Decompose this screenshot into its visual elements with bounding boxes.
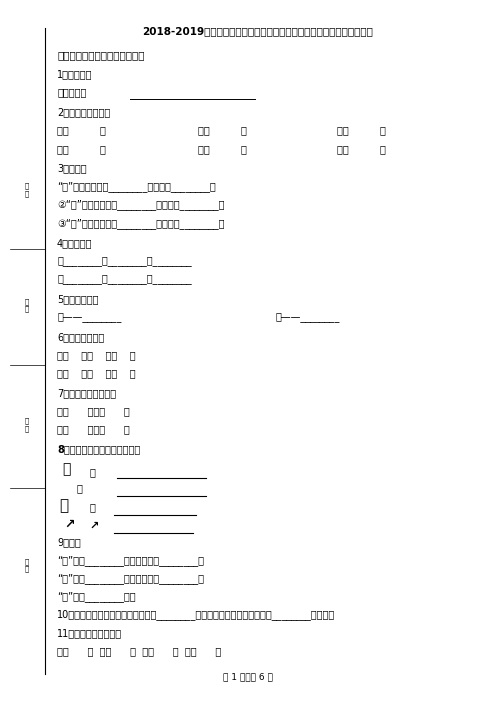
Text: “田”字共________画，第二画是________。: “田”字共________画，第二画是________。 — [57, 573, 204, 584]
Text: 上——________: 上——________ — [57, 312, 122, 322]
Text: ↗: ↗ — [64, 518, 75, 531]
Text: 人（          ）: 人（ ） — [57, 126, 106, 135]
Text: 一、想一想，填一填（填空题）: 一、想一想，填一填（填空题） — [57, 50, 144, 60]
Text: 外——________: 外——________ — [275, 312, 340, 322]
Text: 🦅: 🦅 — [62, 463, 70, 477]
Text: ③“会”字的第二画是________，组词是________。: ③“会”字的第二画是________，组词是________。 — [57, 218, 225, 229]
Text: 家（    ）（    ）（    ）: 家（ ）（ ）（ ） — [57, 369, 136, 378]
Text: 8．看一看，读一读，写一写。: 8．看一看，读一读，写一写。 — [57, 444, 140, 454]
Text: 田（          ）: 田（ ） — [198, 144, 248, 154]
Text: 题
号: 题 号 — [24, 418, 28, 432]
Text: 画（      ）  雪（      ）  生（      ）  干（      ）: 画（ ） 雪（ ） 生（ ） 干（ ） — [57, 647, 221, 656]
Text: 田下有心。: 田下有心。 — [57, 88, 86, 98]
Text: 分
数: 分 数 — [24, 183, 28, 197]
Text: 2018-2019年重庆市永川区永红学校一年级上册语文模拟期末测试无答案: 2018-2019年重庆市永川区永红学校一年级上册语文模拟期末测试无答案 — [142, 27, 373, 37]
Text: 姓
名: 姓 名 — [24, 298, 28, 312]
Text: 和________又________的________: 和________又________的________ — [57, 274, 191, 284]
Text: 第 1 页，共 6 页: 第 1 页，共 6 页 — [223, 673, 273, 681]
Text: 口（          ）: 口（ ） — [198, 126, 248, 135]
Text: 4．辨字组词: 4．辨字组词 — [57, 238, 93, 248]
Text: 禾________又________白________: 禾________又________白________ — [57, 256, 191, 266]
Text: “禾”字共________画。: “禾”字共________画。 — [57, 591, 136, 602]
Text: 太（      ）天（      ）: 太（ ）天（ ） — [57, 406, 130, 416]
Text: 🦋: 🦋 — [89, 467, 95, 477]
Text: 田（      ）禾（      ）: 田（ ）禾（ ） — [57, 425, 130, 435]
Text: 天（          ）: 天（ ） — [57, 144, 106, 154]
Text: 7．减一笔，成新字。: 7．减一笔，成新字。 — [57, 388, 116, 398]
Text: 重（    ）（    ）（    ）: 重（ ）（ ）（ ） — [57, 350, 136, 360]
Text: 目（          ）: 目（ ） — [337, 144, 386, 154]
Text: 🐛: 🐛 — [77, 484, 83, 494]
Text: ②“五”字的第一画是________，组词是________。: ②“五”字的第一画是________，组词是________。 — [57, 199, 225, 211]
Text: 3．填空。: 3．填空。 — [57, 164, 87, 173]
Text: 日（          ）: 日（ ） — [337, 126, 386, 135]
Text: 11．给下列生字组词。: 11．给下列生字组词。 — [57, 628, 122, 638]
Text: 🌙: 🌙 — [89, 502, 95, 512]
Text: 5．写反义词。: 5．写反义词。 — [57, 294, 99, 304]
Text: 1．猜一猜。: 1．猜一猜。 — [57, 69, 93, 79]
Text: “后”字的第五画是________，组词是________。: “后”字的第五画是________，组词是________。 — [57, 181, 216, 192]
Text: “火”字共________画，第三画是________。: “火”字共________画，第三画是________。 — [57, 555, 204, 566]
Text: 10．学了《锄禾》这首诗，我懂得了________，在以后的生活中，我要做个________的孩子。: 10．学了《锄禾》这首诗，我懂得了________，在以后的生活中，我要做个__… — [57, 609, 335, 621]
Text: 6．我来组词造。: 6．我来组词造。 — [57, 332, 104, 342]
Text: 班
级: 班 级 — [24, 558, 28, 572]
Text: 🌙: 🌙 — [60, 498, 68, 513]
Text: ↗: ↗ — [89, 521, 99, 531]
Text: 2．比一比，再组词: 2．比一比，再组词 — [57, 107, 110, 117]
Text: 9．填空: 9．填空 — [57, 537, 81, 547]
